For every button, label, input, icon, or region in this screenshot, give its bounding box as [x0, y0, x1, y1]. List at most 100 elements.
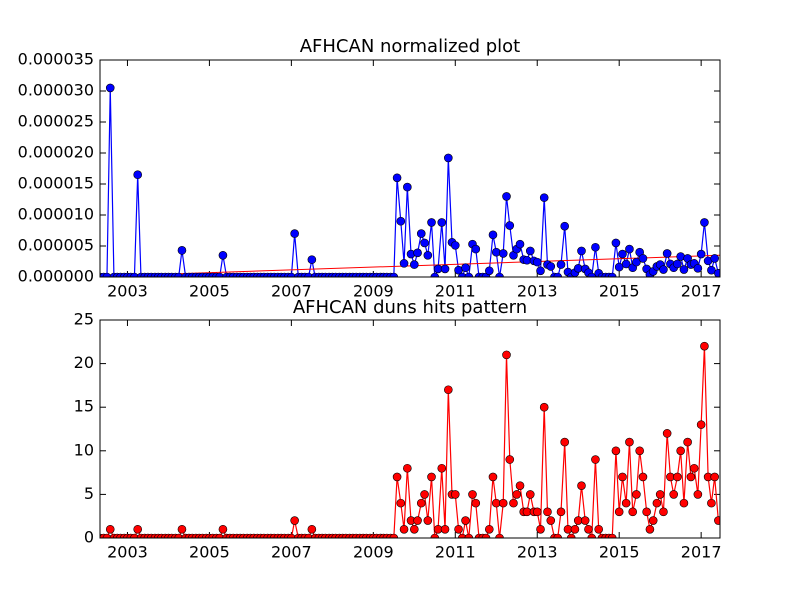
data-point	[471, 498, 481, 508]
data-point	[638, 254, 648, 263]
data-point	[495, 533, 504, 538]
data-point	[512, 490, 522, 499]
y-tick-label: 25	[74, 310, 94, 329]
data-point	[498, 249, 508, 258]
data-point	[488, 230, 498, 240]
data-point	[457, 272, 467, 277]
data-point	[399, 259, 409, 268]
data-point	[662, 249, 672, 258]
x-tick-label: 2015	[599, 543, 640, 562]
data-point	[218, 524, 228, 534]
y-tick-label: 0.000025	[18, 112, 94, 131]
y-tick-label: 5	[84, 484, 94, 503]
data-point	[710, 254, 719, 263]
data-point	[505, 455, 515, 464]
data-point	[536, 524, 545, 534]
x-tick-label: 2011	[435, 543, 476, 562]
data-point	[638, 472, 648, 482]
x-tick-label: 2017	[681, 543, 722, 562]
data-point	[440, 524, 450, 534]
data-point	[410, 524, 419, 534]
data-point	[464, 272, 474, 277]
data-point	[444, 385, 453, 395]
data-point	[420, 238, 429, 248]
data-point	[427, 472, 436, 482]
data-point	[560, 221, 569, 231]
data-point	[105, 83, 115, 93]
data-point	[420, 490, 429, 499]
data-point	[392, 173, 402, 183]
x-tick-label: 2009	[353, 282, 394, 301]
data-point	[532, 507, 542, 517]
data-point	[689, 463, 699, 473]
data-point	[714, 268, 720, 277]
data-point	[389, 272, 399, 277]
y-tick-label: 0	[84, 528, 94, 547]
data-point	[505, 221, 515, 230]
data-point	[693, 490, 703, 499]
data-point	[461, 516, 470, 525]
data-point	[177, 524, 187, 534]
data-point	[679, 498, 689, 508]
data-point	[587, 533, 597, 538]
data-point	[625, 437, 634, 447]
data-point	[632, 257, 641, 267]
data-point	[669, 490, 678, 499]
data-point	[174, 272, 183, 277]
data-point	[218, 251, 228, 260]
data-point	[648, 516, 658, 525]
data-point	[484, 524, 494, 534]
data-point	[403, 463, 412, 473]
series-line	[100, 346, 719, 538]
data-point	[290, 229, 299, 238]
data-point	[389, 533, 399, 538]
data-point	[174, 533, 183, 538]
data-point	[566, 533, 576, 538]
data-point	[396, 498, 406, 508]
data-point	[673, 472, 682, 482]
data-point	[399, 524, 409, 534]
data-point	[607, 533, 617, 538]
chart-title: AFHCAN normalized plot	[300, 36, 521, 57]
data-point	[444, 153, 453, 163]
y-tick-label: 0.000015	[18, 174, 94, 193]
data-point	[553, 533, 563, 538]
data-point	[642, 507, 651, 517]
data-point	[502, 192, 511, 201]
data-point	[410, 260, 419, 269]
x-tick-label: 2003	[107, 543, 148, 562]
data-point	[488, 472, 498, 482]
data-point	[509, 498, 518, 508]
data-point	[481, 533, 491, 538]
data-point	[621, 498, 631, 508]
data-point	[440, 264, 450, 274]
data-point	[525, 490, 535, 499]
data-point	[427, 218, 436, 227]
data-point	[659, 265, 668, 274]
data-point	[396, 216, 406, 226]
data-point	[632, 490, 641, 499]
data-point	[676, 446, 685, 456]
data-point	[594, 524, 604, 534]
data-point	[591, 242, 600, 252]
axes-frame	[99, 319, 721, 539]
y-tick-label: 0.000000	[18, 267, 94, 286]
y-tick-label: 15	[74, 397, 94, 416]
x-tick-label: 2013	[517, 543, 558, 562]
data-point	[556, 260, 566, 269]
data-point	[392, 472, 402, 482]
data-point	[714, 516, 720, 525]
data-point	[536, 266, 545, 276]
data-point	[683, 437, 692, 447]
data-point	[416, 498, 426, 508]
data-point	[580, 516, 590, 525]
x-tick-label: 2007	[271, 543, 312, 562]
data-point	[693, 264, 703, 273]
y-tick-label: 0.000035	[18, 50, 94, 69]
data-point	[655, 490, 665, 499]
data-point	[430, 533, 440, 538]
chart-title: AFHCAN duns hits pattern	[293, 297, 527, 318]
data-point	[304, 272, 313, 277]
data-point	[215, 533, 224, 538]
data-point	[611, 446, 621, 456]
